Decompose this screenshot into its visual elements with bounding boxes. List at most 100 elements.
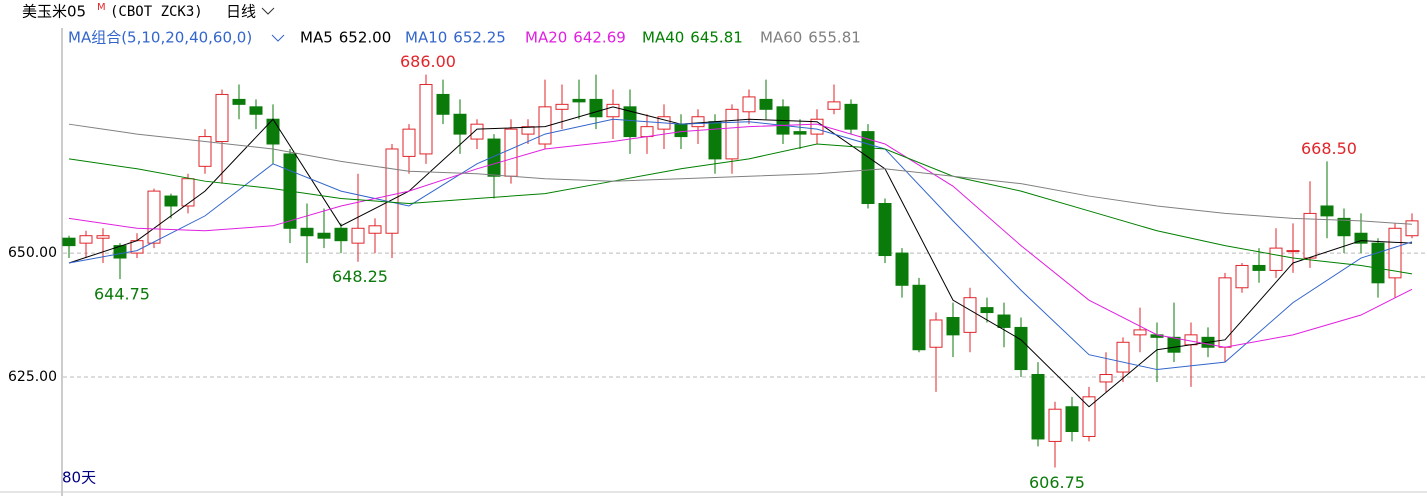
candle-body [1065, 406, 1079, 433]
symbol-mark: M [97, 2, 106, 13]
candle-body [1082, 396, 1096, 437]
span-label: 80天 [62, 469, 96, 487]
symbol: 美玉米05 [22, 3, 86, 21]
y-tick-label: 625.00 [8, 369, 57, 385]
candle-body [606, 103, 620, 118]
candle-body [742, 96, 756, 113]
candle-body [521, 126, 535, 135]
legend-name: MA60 [760, 29, 802, 47]
y-tick-label: 650.00 [8, 245, 57, 261]
candle-body [1014, 326, 1028, 371]
legend-value: 652.00 [339, 29, 392, 47]
legend-name: MA40 [642, 29, 684, 47]
candle-body [1405, 220, 1419, 237]
ma-line [68, 123, 1413, 348]
ma-line [68, 106, 1413, 408]
candle-body [1286, 250, 1300, 253]
candle-body [912, 284, 926, 351]
candle-body [946, 317, 960, 336]
candle-body [249, 106, 263, 115]
candle-body [1252, 264, 1266, 271]
candle-body [487, 138, 501, 177]
legend-name: MA20 [525, 29, 567, 47]
contract: (CBOT ZCK3) [110, 4, 203, 20]
candle-body [1371, 242, 1385, 284]
candle-body [113, 245, 127, 259]
candle-body [1099, 374, 1113, 383]
legend-value: 652.25 [453, 29, 506, 47]
candle-body [402, 128, 416, 157]
candle-body [1388, 227, 1402, 279]
candle-body [79, 235, 93, 244]
candle-body [300, 227, 314, 237]
candle-body [1116, 341, 1130, 373]
candle-body [640, 126, 654, 138]
candle-body [963, 297, 977, 333]
period[interactable]: 日线 [226, 3, 256, 21]
candle-body [1048, 408, 1062, 442]
candle-body [1133, 329, 1147, 336]
candle-body [470, 123, 484, 140]
candle-body [504, 128, 518, 177]
candle-body [164, 195, 178, 207]
candle-body [1320, 205, 1334, 217]
candle-body [232, 98, 246, 105]
candle-body [589, 98, 603, 118]
candle-body [997, 314, 1011, 328]
candle-body [334, 227, 348, 242]
candle-body [351, 227, 365, 244]
candle-body [1303, 212, 1317, 259]
candle-body [878, 202, 892, 257]
extreme-label: 648.25 [332, 267, 388, 286]
candle-body [674, 123, 688, 138]
dropdown-icon[interactable] [271, 34, 285, 42]
candle-body [980, 307, 994, 314]
candle-body [844, 103, 858, 130]
candle-body [1337, 217, 1351, 237]
extreme-label: 668.50 [1301, 139, 1357, 158]
candle-body [861, 131, 875, 204]
candle-body [1269, 247, 1283, 271]
candle-body [1218, 277, 1232, 348]
candle-body [419, 84, 433, 155]
candle-body [436, 93, 450, 115]
candle-body [1235, 264, 1249, 289]
candle-body [895, 252, 909, 286]
candle-body [1354, 232, 1368, 244]
candle-body [453, 113, 467, 135]
candle-body [725, 108, 739, 160]
extreme-label: 606.75 [1029, 473, 1085, 492]
candle-body [929, 319, 943, 348]
candle-body [708, 121, 722, 160]
ma-line [68, 143, 1413, 275]
extreme-label: 686.00 [400, 52, 456, 71]
candle-body [1031, 374, 1045, 440]
legend-name: MA5 [300, 29, 333, 47]
extreme-label: 644.75 [94, 285, 150, 304]
candle-body [827, 101, 841, 110]
ma-group[interactable]: MA组合(5,10,20,40,60,0) [68, 29, 252, 47]
candle-body [1167, 336, 1181, 353]
candle-body [317, 232, 331, 239]
ma-line [68, 123, 1413, 225]
candle-body [181, 178, 195, 207]
candle-body [198, 136, 212, 167]
candle-body [572, 98, 586, 103]
legend-value: 655.81 [808, 29, 861, 47]
legend-value: 645.81 [690, 29, 743, 47]
candle-body [215, 93, 229, 143]
candle-body [62, 237, 76, 247]
legend-name: MA10 [405, 29, 447, 47]
candle-body [623, 106, 637, 138]
candle-body [368, 225, 382, 234]
candle-body [691, 116, 705, 128]
candle-body [793, 131, 807, 135]
dropdown-icon[interactable] [261, 7, 275, 15]
candle-body [555, 103, 569, 110]
candle-body [385, 148, 399, 234]
candle-body [759, 98, 773, 110]
legend-value: 642.69 [573, 29, 626, 47]
candle-body [147, 190, 161, 244]
candle-body [96, 235, 110, 239]
